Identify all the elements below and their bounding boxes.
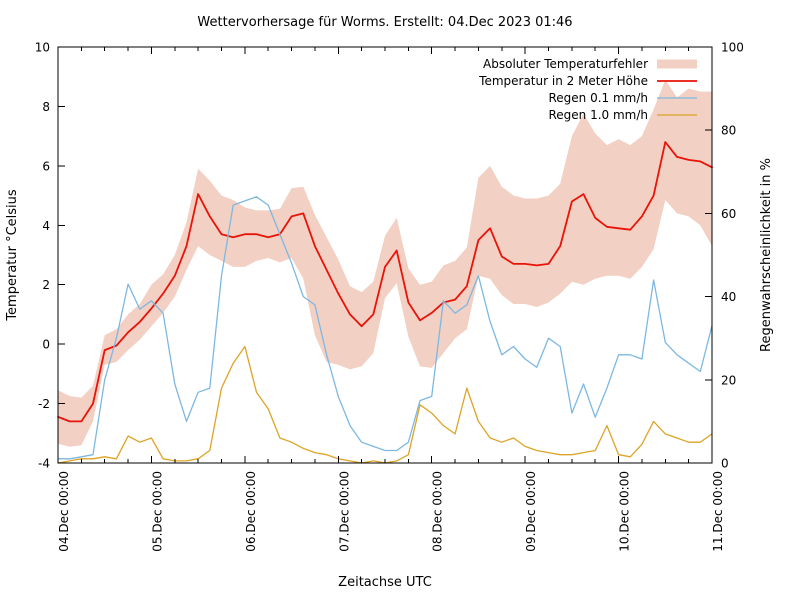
y-tick-label-right: 40 bbox=[721, 290, 736, 304]
temperature-line bbox=[57, 141, 713, 423]
y-tick-label-left: 8 bbox=[42, 100, 50, 114]
y-tick-label-right: 80 bbox=[721, 124, 736, 138]
y-tick-label-left: -4 bbox=[38, 457, 50, 471]
y-tick-label-left: 0 bbox=[42, 338, 50, 352]
x-tick-label: 08.Dec 00:00 bbox=[431, 471, 445, 552]
x-tick-label: 07.Dec 00:00 bbox=[337, 471, 351, 552]
y-tick-label-right: 0 bbox=[721, 457, 729, 471]
x-tick-label: 11.Dec 00:00 bbox=[711, 471, 725, 552]
temperature-error-band bbox=[58, 79, 712, 447]
right-axis-title: Regenwahrscheinlichkeit in % bbox=[759, 158, 774, 352]
chart-title: Wettervorhersage für Worms. Erstellt: 04… bbox=[197, 15, 572, 30]
y-tick-label-right: 100 bbox=[721, 41, 744, 55]
x-tick-label: 05.Dec 00:00 bbox=[150, 471, 164, 552]
y-tick-label-left: 6 bbox=[42, 159, 50, 173]
x-tick-label: 06.Dec 00:00 bbox=[244, 471, 258, 552]
legend-band-swatch bbox=[657, 59, 697, 69]
x-tick-label: 09.Dec 00:00 bbox=[524, 471, 538, 552]
legend-label-rain-10mm: Regen 1.0 mm/h bbox=[548, 108, 648, 122]
rain-10mm-line bbox=[57, 345, 713, 464]
legend-label-error-band: Absoluter Temperaturfehler bbox=[483, 57, 648, 71]
y-tick-label-left: 4 bbox=[42, 219, 50, 233]
legend-label-rain-01mm: Regen 0.1 mm/h bbox=[548, 91, 648, 105]
axes: 04.Dec 00:00 05.Dec 00:00 06.Dec 00:00 07.D… bbox=[35, 41, 744, 552]
y-tick-label-right: 60 bbox=[721, 207, 736, 221]
x-tick-label: 10.Dec 00:00 bbox=[618, 471, 632, 552]
y-tick-label-left: -2 bbox=[38, 397, 50, 411]
legend: Absoluter Temperaturfehler Temperatur in… bbox=[478, 57, 697, 122]
y-tick-label-right: 20 bbox=[721, 373, 736, 387]
y-tick-label-left: 10 bbox=[35, 41, 50, 55]
x-tick-label: 04.Dec 00:00 bbox=[57, 471, 71, 552]
left-axis-title: Temperatur °Celsius bbox=[5, 189, 20, 322]
x-axis-title: Zeitachse UTC bbox=[338, 575, 432, 590]
y-tick-label-left: 2 bbox=[42, 278, 50, 292]
rain-01mm-line bbox=[57, 196, 713, 460]
series-layer bbox=[57, 79, 713, 464]
legend-label-temperature: Temperatur in 2 Meter Höhe bbox=[478, 74, 648, 88]
